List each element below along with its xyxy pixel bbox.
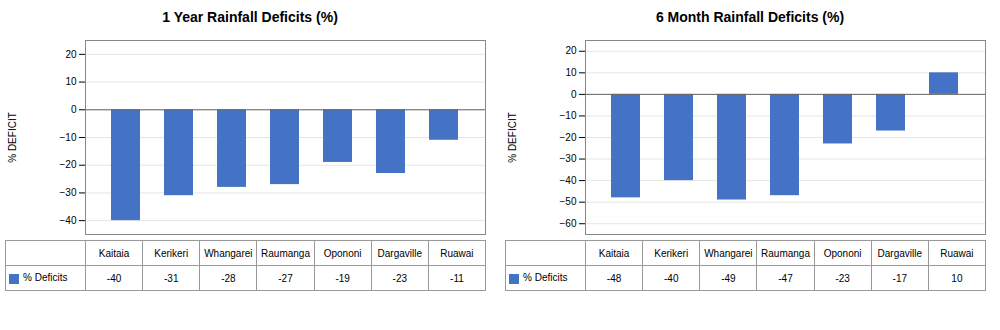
html-text:-48: -48 [606,272,622,284]
svg-text:0: 0 [571,89,577,100]
html-text:Whangarei: Whangarei [704,247,753,259]
svg-text:10: 10 [65,76,77,87]
svg-text:−60: −60 [560,218,577,229]
html-text:Raumanga: Raumanga [261,247,310,259]
svg-text:−10: −10 [560,110,577,121]
html-text:-40: -40 [106,272,122,284]
html-text:Kaitaia: Kaitaia [598,247,630,259]
svg-text:0: 0 [71,104,77,115]
html-text:Whangarei: Whangarei [204,247,253,259]
html-text:Kerikeri: Kerikeri [654,247,689,259]
html-text:% Deficits: % Deficits [523,272,568,284]
svg-text:10: 10 [565,67,577,78]
html-text:-23: -23 [835,272,850,284]
svg-text:20: 20 [565,45,577,56]
html-text:-27: -27 [278,272,293,284]
svg-text:−10: −10 [60,132,77,143]
html-text:10: 10 [951,272,963,284]
svg-text:% DEFICIT: % DEFICIT [7,112,18,163]
html-text:Opononi: Opononi [823,247,862,259]
svg-text:% DEFICIT: % DEFICIT [507,112,518,163]
html-text:-17: -17 [892,272,907,284]
svg-text:−50: −50 [560,196,577,207]
html-text:Ruawai: Ruawai [440,247,474,259]
html-text:% Deficits: % Deficits [23,272,68,284]
html-text:Raumanga: Raumanga [761,247,810,259]
html-text:-31: -31 [164,272,179,284]
svg-text:−30: −30 [560,153,577,164]
html-text:Kaitaia: Kaitaia [98,247,130,259]
html-text:Ruawai: Ruawai [940,247,974,259]
html-text:-49: -49 [721,272,736,284]
svg-text:20: 20 [65,49,77,60]
html-text:-28: -28 [221,272,236,284]
svg-text:−40: −40 [560,175,577,186]
html-text:Dargaville: Dargaville [377,247,422,259]
html-text:-47: -47 [778,272,793,284]
html-text:Dargaville: Dargaville [877,247,922,259]
html-text:6 Month Rainfall Deficits (%): 6 Month Rainfall Deficits (%) [655,9,845,25]
html-text:Opononi: Opononi [323,247,362,259]
svg-text:−20: −20 [560,132,577,143]
html-text:-19: -19 [335,272,350,284]
html-text:-40: -40 [664,272,679,284]
svg-text:−40: −40 [60,215,77,226]
html-text:-23: -23 [392,272,407,284]
html-text:1 Year Rainfall Deficits (%): 1 Year Rainfall Deficits (%) [162,9,338,25]
html-text:Kerikeri: Kerikeri [154,247,189,259]
svg-text:−20: −20 [60,159,77,170]
html-text:-11: -11 [450,272,464,284]
svg-text:−30: −30 [60,187,77,198]
